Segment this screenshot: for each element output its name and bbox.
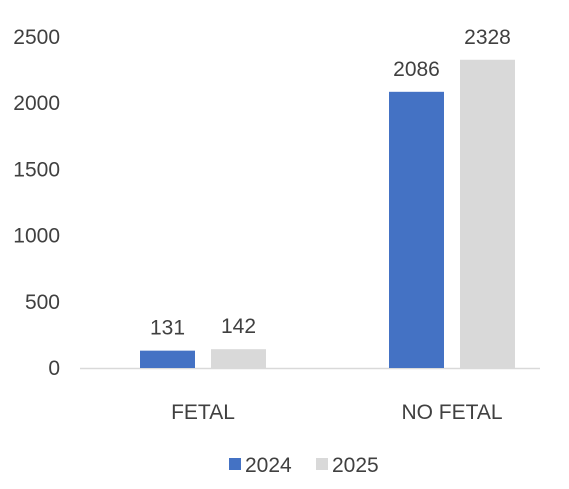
x-axis-category-labels: FETAL NO FETAL xyxy=(171,401,502,424)
data-label: 2086 xyxy=(393,58,440,81)
bar-series xyxy=(140,59,515,369)
y-tick-label: 1500 xyxy=(13,158,60,181)
bar-no-fetal-2025 xyxy=(460,59,515,369)
legend-label: 2024 xyxy=(245,454,292,477)
y-tick-label: 1000 xyxy=(13,225,60,248)
legend-swatch-2024 xyxy=(229,458,241,470)
legend-label: 2025 xyxy=(332,454,379,477)
data-label: 131 xyxy=(150,317,185,340)
bar-fetal-2025 xyxy=(211,349,266,368)
legend: 2024 2025 xyxy=(229,454,379,477)
bar-no-fetal-2024 xyxy=(389,91,444,368)
data-labels: 131 2086 142 2328 xyxy=(150,26,511,340)
x-category-label: FETAL xyxy=(171,401,235,424)
y-axis-tick-labels: 0 500 1000 1500 2000 2500 xyxy=(13,26,60,380)
y-tick-label: 2500 xyxy=(13,26,60,49)
legend-swatch-2025 xyxy=(316,458,328,470)
data-label: 2328 xyxy=(464,26,511,49)
bar-fetal-2024 xyxy=(140,350,195,368)
y-tick-label: 0 xyxy=(48,357,60,380)
y-tick-label: 2000 xyxy=(13,92,60,115)
data-label: 142 xyxy=(221,315,256,338)
y-tick-label: 500 xyxy=(25,291,60,314)
x-category-label: NO FETAL xyxy=(401,401,502,424)
